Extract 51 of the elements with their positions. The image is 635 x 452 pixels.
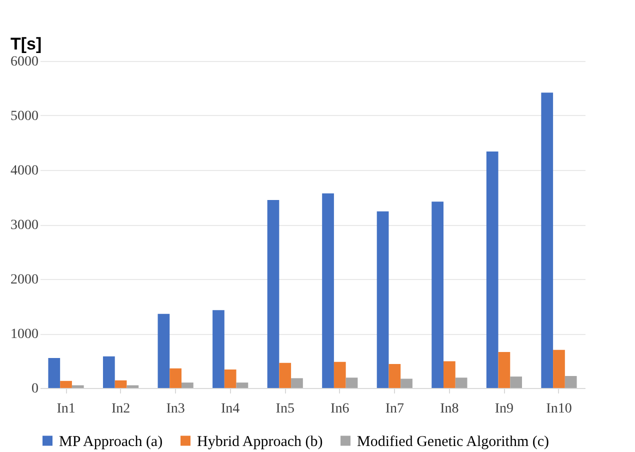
bar bbox=[182, 382, 194, 388]
bar bbox=[322, 193, 334, 388]
bar bbox=[432, 202, 444, 388]
y-tick-label: 0 bbox=[32, 382, 38, 396]
bar bbox=[486, 151, 498, 388]
bar bbox=[334, 362, 346, 388]
bar bbox=[455, 378, 468, 388]
bar bbox=[564, 376, 577, 388]
bar bbox=[224, 369, 236, 388]
bar bbox=[400, 378, 412, 388]
bar bbox=[60, 380, 72, 388]
x-tick-label: In6 bbox=[330, 402, 350, 416]
legend-label: Modified Genetic Algorithm (c) bbox=[357, 434, 550, 450]
x-tick-label: In4 bbox=[221, 402, 240, 416]
y-tick-label: 5000 bbox=[10, 109, 38, 124]
bar bbox=[279, 362, 292, 388]
bar bbox=[72, 385, 84, 388]
x-tick-label: In5 bbox=[276, 402, 294, 416]
x-tick-label: In1 bbox=[56, 402, 76, 416]
x-tick-label: In10 bbox=[546, 402, 572, 416]
x-tick-label: In9 bbox=[494, 402, 514, 416]
bar bbox=[267, 200, 280, 388]
y-axis-title: T[s] bbox=[10, 34, 42, 54]
bar bbox=[212, 310, 224, 388]
bar bbox=[291, 378, 303, 388]
bar bbox=[444, 361, 456, 388]
bar bbox=[346, 378, 358, 388]
x-tick-label: In2 bbox=[111, 402, 130, 416]
bar bbox=[236, 382, 248, 388]
legend-label: MP Approach (a) bbox=[59, 434, 163, 450]
bar bbox=[376, 211, 389, 388]
bar bbox=[541, 92, 554, 388]
x-tick-label: In8 bbox=[440, 402, 459, 416]
x-tick-label: In7 bbox=[385, 402, 404, 416]
bar bbox=[114, 380, 127, 388]
legend-label: Hybrid Approach (b) bbox=[197, 434, 323, 450]
bar bbox=[158, 314, 170, 388]
y-tick-label: 6000 bbox=[10, 54, 38, 70]
y-tick-label: 1000 bbox=[10, 327, 38, 342]
x-tick-label: In3 bbox=[166, 402, 185, 416]
bar bbox=[102, 356, 115, 388]
y-tick-label: 3000 bbox=[10, 218, 38, 233]
bar bbox=[498, 352, 510, 388]
bar bbox=[388, 364, 401, 388]
y-tick-label: 2000 bbox=[10, 272, 38, 288]
bar bbox=[48, 358, 60, 388]
bar bbox=[126, 385, 139, 388]
y-tick-label: 4000 bbox=[10, 164, 38, 178]
bar bbox=[510, 376, 522, 388]
bar bbox=[170, 368, 182, 388]
bar bbox=[553, 350, 565, 388]
